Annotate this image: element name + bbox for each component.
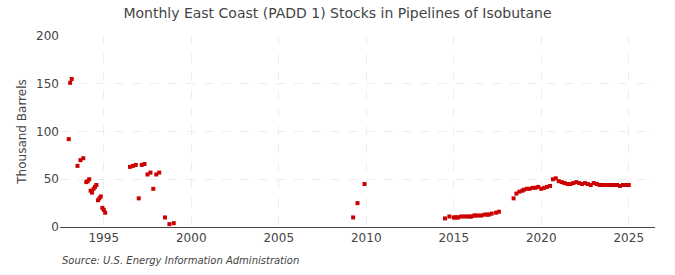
svg-text:Monthly East Coast (PADD 1) St: Monthly East Coast (PADD 1) Stocks in Pi… (123, 5, 551, 21)
svg-text:100: 100 (36, 125, 59, 139)
svg-text:Thousand Barrels: Thousand Barrels (15, 79, 29, 184)
svg-text:2020: 2020 (526, 231, 557, 245)
svg-text:2005: 2005 (263, 231, 294, 245)
svg-text:2015: 2015 (438, 231, 469, 245)
svg-text:1995: 1995 (88, 231, 119, 245)
svg-text:2000: 2000 (176, 231, 207, 245)
svg-text:200: 200 (36, 29, 59, 43)
svg-text:0: 0 (51, 220, 59, 234)
svg-text:150: 150 (36, 77, 59, 91)
svg-text:2025: 2025 (613, 231, 644, 245)
svg-text:Source: U.S. Energy Informatio: Source: U.S. Energy Information Administ… (62, 255, 299, 266)
svg-text:2010: 2010 (351, 231, 382, 245)
svg-text:50: 50 (44, 172, 59, 186)
